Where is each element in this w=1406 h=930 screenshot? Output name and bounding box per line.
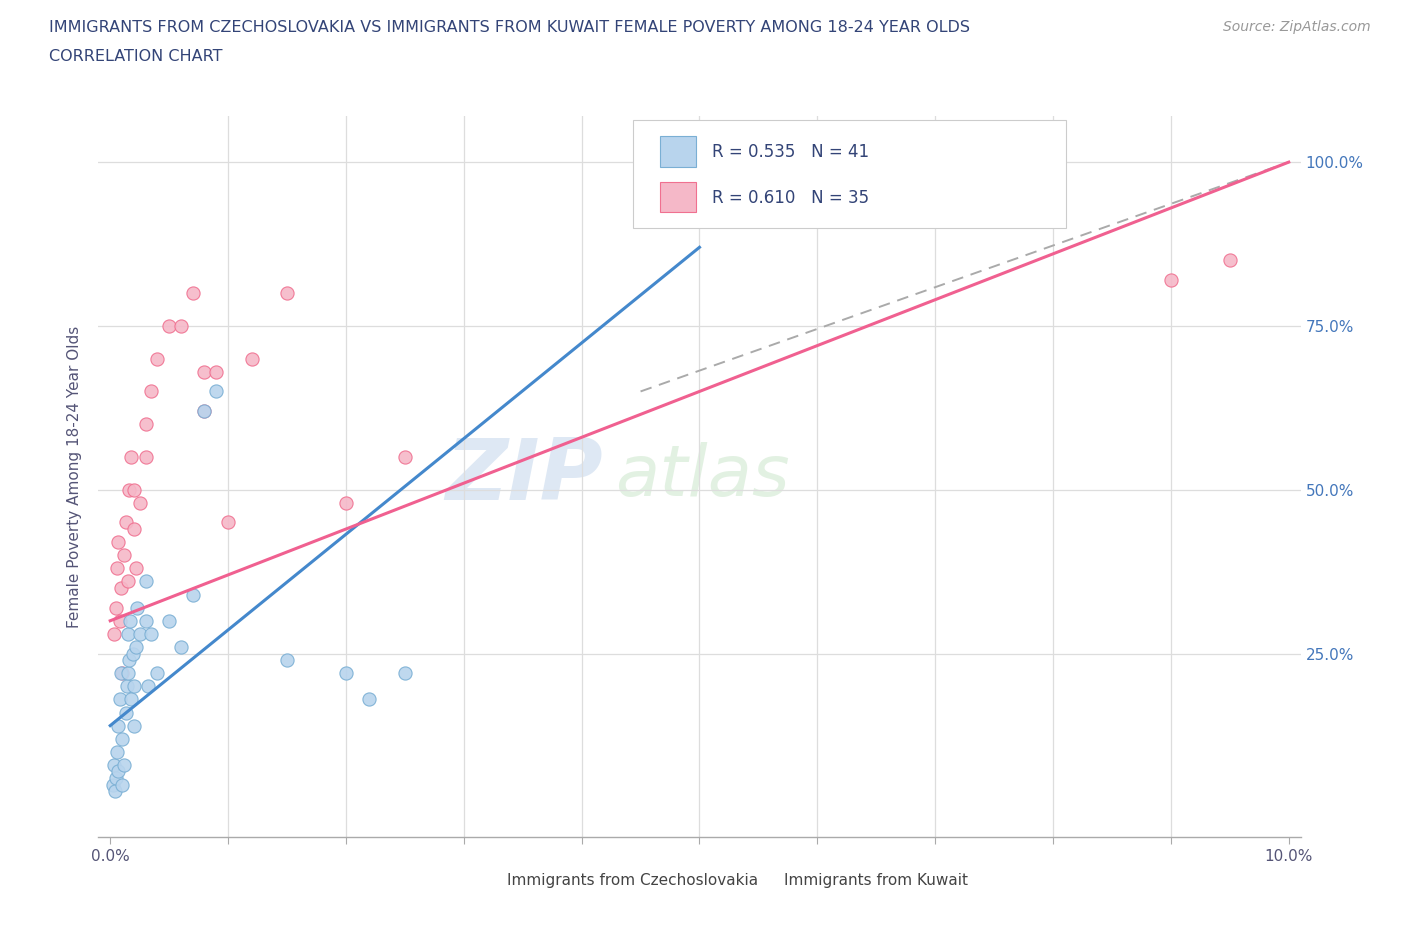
Point	[103, 627, 125, 642]
Point	[107, 718, 129, 733]
Point	[111, 666, 134, 681]
Bar	[659, 182, 696, 212]
Point	[108, 692, 131, 707]
Point	[104, 784, 127, 799]
Point	[105, 600, 128, 615]
Point	[193, 365, 215, 379]
Point	[122, 522, 145, 537]
Text: Immigrants from Kuwait: Immigrants from Kuwait	[783, 872, 967, 888]
Point	[121, 646, 143, 661]
Bar	[659, 137, 696, 166]
Point	[193, 404, 215, 418]
Point	[665, 188, 688, 203]
Point	[125, 640, 148, 655]
Text: Immigrants from Czechoslovakia: Immigrants from Czechoslovakia	[508, 872, 758, 888]
Point	[120, 449, 142, 464]
Point	[103, 757, 125, 772]
Point	[205, 384, 228, 399]
Point	[141, 627, 163, 642]
Text: ZIP: ZIP	[446, 435, 603, 518]
Point	[135, 449, 157, 464]
Point	[136, 679, 159, 694]
Point	[276, 653, 298, 668]
Point	[688, 201, 710, 216]
Point	[115, 679, 138, 694]
Point	[112, 757, 135, 772]
Point	[120, 614, 142, 629]
Point	[394, 666, 416, 681]
Point	[120, 692, 142, 707]
Point	[122, 679, 145, 694]
Point	[107, 764, 129, 779]
Point	[111, 777, 134, 792]
Point	[118, 483, 141, 498]
Point	[157, 318, 180, 333]
Point	[205, 365, 228, 379]
Point	[118, 653, 141, 668]
Point	[170, 640, 193, 655]
Point	[359, 692, 381, 707]
Point	[193, 404, 215, 418]
Point	[105, 744, 128, 759]
Point	[128, 496, 150, 511]
Point	[135, 574, 157, 589]
Point	[181, 587, 204, 602]
Point	[101, 777, 124, 792]
Text: Source: ZipAtlas.com: Source: ZipAtlas.com	[1223, 20, 1371, 34]
Point	[146, 666, 169, 681]
Point	[111, 731, 134, 746]
Point	[107, 535, 129, 550]
Bar	[477, 870, 501, 891]
Point	[276, 286, 298, 300]
Point	[217, 515, 239, 530]
Point	[1160, 272, 1182, 287]
Point	[128, 627, 150, 642]
Point	[240, 352, 263, 366]
Point	[141, 384, 163, 399]
FancyBboxPatch shape	[633, 120, 1066, 228]
Text: R = 0.610   N = 35: R = 0.610 N = 35	[711, 189, 869, 206]
Point	[127, 600, 149, 615]
Point	[157, 614, 180, 629]
Point	[122, 718, 145, 733]
Text: IMMIGRANTS FROM CZECHOSLOVAKIA VS IMMIGRANTS FROM KUWAIT FEMALE POVERTY AMONG 18: IMMIGRANTS FROM CZECHOSLOVAKIA VS IMMIGR…	[49, 20, 970, 35]
Point	[114, 705, 136, 720]
Point	[135, 614, 157, 629]
Point	[117, 574, 139, 589]
Point	[146, 352, 169, 366]
Point	[105, 561, 128, 576]
Text: R = 0.535   N = 41: R = 0.535 N = 41	[711, 143, 869, 161]
Point	[117, 666, 139, 681]
Point	[170, 318, 193, 333]
Point	[110, 580, 132, 595]
Point	[1219, 253, 1241, 268]
Point	[394, 449, 416, 464]
Point	[112, 548, 135, 563]
Point	[335, 666, 357, 681]
Point	[114, 515, 136, 530]
Point	[108, 614, 131, 629]
Point	[135, 417, 157, 432]
Point	[117, 627, 139, 642]
Point	[105, 771, 128, 786]
Point	[335, 496, 357, 511]
Point	[110, 666, 132, 681]
Bar	[754, 870, 778, 891]
Text: atlas: atlas	[616, 442, 790, 512]
Point	[181, 286, 204, 300]
Point	[122, 483, 145, 498]
Y-axis label: Female Poverty Among 18-24 Year Olds: Female Poverty Among 18-24 Year Olds	[67, 326, 83, 628]
Point	[125, 561, 148, 576]
Text: CORRELATION CHART: CORRELATION CHART	[49, 49, 222, 64]
